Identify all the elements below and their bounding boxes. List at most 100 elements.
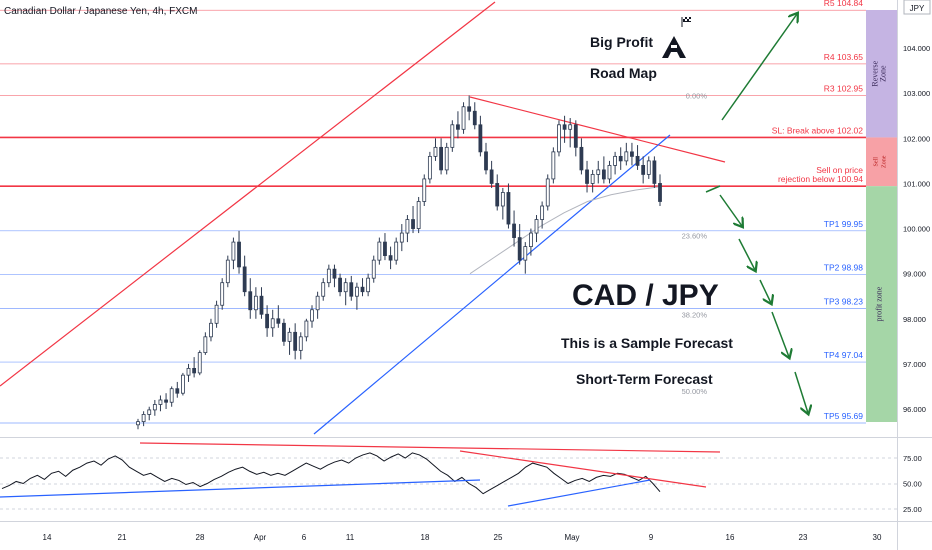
candle-body (186, 367, 191, 376)
candle-body (197, 352, 202, 374)
time-tick-label: 16 (726, 533, 735, 542)
forecast-arrow-6 (794, 371, 808, 413)
time-tick-label: Apr (254, 533, 267, 542)
candle-body (209, 322, 213, 338)
fib-label: 50.00% (682, 387, 708, 396)
forecast-arrow-1 (705, 185, 721, 193)
candle-body (169, 388, 174, 403)
candle-body (439, 146, 443, 171)
candle-body (315, 295, 320, 311)
candle-body (472, 110, 477, 126)
candle-body (265, 313, 269, 329)
candle-body (456, 124, 460, 130)
fib-label: 23.60% (682, 231, 708, 240)
candle-body (343, 282, 348, 293)
price-tick-label: 102.000 (903, 134, 930, 143)
candle-body (282, 322, 286, 342)
candle-body (192, 367, 197, 374)
headline-text: Big Profit (590, 34, 653, 50)
price-tick-label: 100.000 (903, 225, 930, 234)
forecast-arrow-3 (738, 238, 755, 270)
candle-body (248, 291, 253, 311)
level-label: TP5 95.69 (824, 411, 863, 421)
candle-body (613, 155, 617, 166)
candle-body (371, 259, 376, 279)
candle-body (383, 241, 387, 257)
price-tick-label: 96.000 (903, 405, 926, 414)
level-label: R5 104.84 (824, 0, 863, 8)
candle-body (422, 178, 427, 202)
candle-body (427, 155, 432, 180)
profit-zone-box (866, 186, 897, 422)
candle-body (658, 183, 662, 202)
candle-body (450, 124, 455, 148)
candle-body (253, 295, 258, 311)
time-tick-label: 28 (196, 533, 205, 542)
candle-body (270, 318, 275, 329)
candle-body (360, 286, 365, 293)
zone-label-line: Sell (874, 157, 880, 167)
candle-body (287, 331, 292, 342)
candle-body (557, 124, 561, 153)
candle-body (534, 219, 539, 234)
candle-body (416, 201, 421, 229)
level-label: R4 103.65 (824, 52, 863, 62)
fib-levels: 0.00% 23.60% 38.20% 50.00% (682, 91, 708, 395)
candle-body (607, 164, 612, 180)
candle-body (147, 409, 152, 415)
zone-label-line: profit zone (875, 286, 884, 321)
osc-support-line-2 (507, 479, 651, 507)
candle-body (646, 160, 651, 175)
candle-body (551, 151, 556, 180)
candle-body (411, 219, 415, 229)
candle-body (152, 404, 157, 411)
candle-body (630, 151, 634, 157)
candle-body (304, 320, 309, 338)
level-label: TP2 98.98 (824, 263, 863, 273)
candle-body (332, 268, 337, 279)
candle-body (601, 169, 606, 180)
osc-tick-label: 75.00 (903, 454, 922, 463)
time-tick-label: 30 (873, 533, 882, 542)
candle-body (590, 174, 595, 184)
osc-resistance-line (139, 442, 721, 453)
candle-body (399, 232, 404, 243)
level-label: TP4 97.04 (824, 350, 863, 360)
time-tick-label: 25 (494, 533, 503, 542)
price-axis-ticks: 105.000104.000103.000102.000101.000100.0… (903, 1, 930, 414)
candle-body (326, 268, 331, 284)
level-label: Sell on price (816, 165, 863, 175)
candle-body (388, 255, 393, 261)
currency-badge: JPY (910, 4, 925, 13)
candle-body (484, 151, 488, 171)
subheadline-text: Road Map (590, 65, 657, 81)
zone-label: Sell Zone (874, 155, 888, 168)
descending-resistance-line (469, 96, 726, 163)
candle-body (506, 192, 511, 225)
candle-body (405, 219, 410, 234)
forecast-arrow-5 (771, 311, 789, 357)
candle-body (624, 151, 629, 162)
oscillator-axis-ticks: 75.00 50.00 25.00 (903, 454, 922, 514)
candle-body (231, 241, 236, 261)
candle-body (573, 124, 578, 148)
time-tick-label: 11 (346, 533, 355, 542)
ascending-support-line (313, 134, 671, 435)
candle-body (596, 169, 601, 175)
level-label: TP1 99.95 (824, 219, 863, 229)
forecast-arrow-4 (759, 279, 771, 303)
oscillator-pane (0, 442, 897, 510)
zone-label-line: Zone (882, 155, 888, 168)
level-lines: R5 104.84 R4 103.65 R3 102.95 SL: Break abo… (0, 0, 866, 424)
candle-body (366, 277, 371, 293)
candle-body (276, 318, 281, 324)
candle-body (545, 178, 550, 207)
candle-body (467, 106, 472, 112)
level-label: R3 102.95 (824, 83, 863, 93)
trend-lines (0, 1, 726, 435)
candle-body (540, 205, 545, 220)
price-tick-label: 97.000 (903, 360, 926, 369)
moving-average-line (469, 186, 659, 275)
